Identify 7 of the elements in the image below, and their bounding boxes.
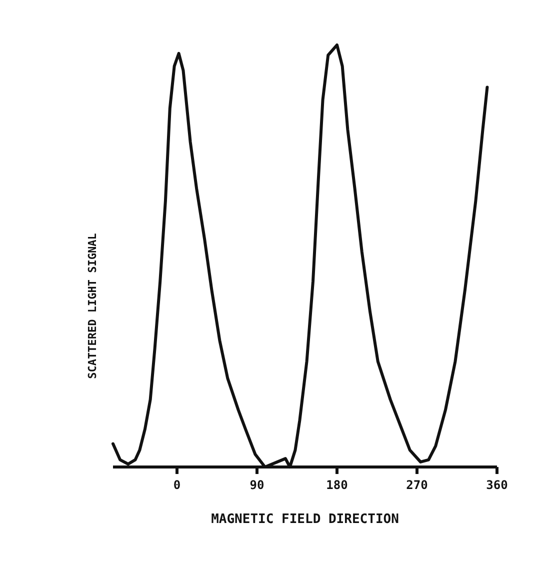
x-tick-label: 360 xyxy=(486,478,508,492)
x-tick-label: 270 xyxy=(406,478,428,492)
x-tick-label: 90 xyxy=(250,478,264,492)
x-tick-label: 180 xyxy=(326,478,348,492)
x-axis-title: MAGNETIC FIELD DIRECTION xyxy=(211,512,400,527)
x-tick-label: 0 xyxy=(173,478,181,492)
y-axis-title: SCATTERED LIGHT SIGNAL xyxy=(86,232,99,379)
